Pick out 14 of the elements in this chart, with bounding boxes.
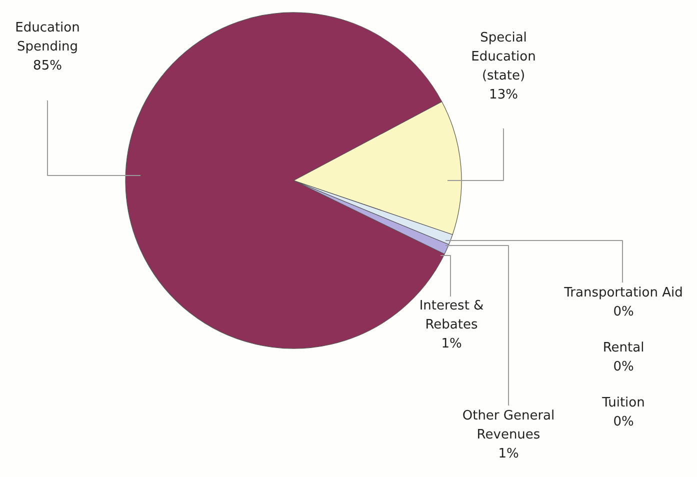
slice-label: Education Spending: [15, 20, 80, 54]
data-label: 1%: [498, 446, 519, 462]
text: 0%: [613, 414, 634, 430]
category-label: Transportation Aid: [564, 286, 683, 300]
slice-label: Other General Revenues: [462, 408, 555, 442]
text: 0%: [613, 304, 634, 320]
slice-label: Special Education (state): [471, 30, 536, 84]
category-label: Rental: [602, 340, 644, 356]
category-label: Tuition: [602, 396, 645, 410]
data-label: 85%: [33, 58, 62, 74]
data-label: 1%: [441, 336, 462, 352]
data-label: 13%: [489, 88, 518, 102]
slice-label: Interest & Rebates: [419, 298, 484, 332]
text: 0%: [613, 360, 634, 374]
